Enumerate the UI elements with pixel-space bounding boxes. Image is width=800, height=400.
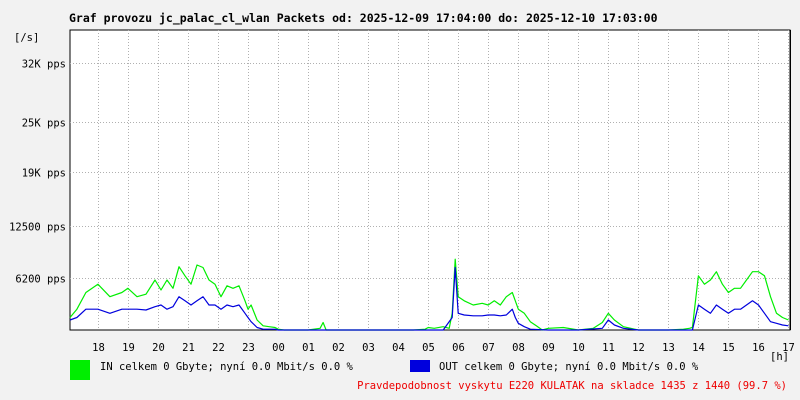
x-tick-label: 10 (572, 342, 585, 354)
x-tick-label: 18 (92, 342, 105, 354)
x-axis-label: [h] (770, 351, 789, 363)
chart-title: Graf provozu jc_palac_cl_wlan Packets od… (69, 11, 658, 25)
x-tick-label: 15 (722, 342, 735, 354)
x-tick-label: 01 (302, 342, 315, 354)
plot-area (69, 29, 791, 331)
y-tick-label: 19K pps (22, 168, 66, 180)
x-tick-label: 14 (692, 342, 705, 354)
x-tick-label: 08 (512, 342, 525, 354)
x-tick-label: 11 (602, 342, 615, 354)
data-series (69, 258, 789, 331)
x-tick-label: 02 (332, 342, 345, 354)
axis-labels: 6200 pps 12500 pps 19K pps 25K pps 32K pps 18… (9, 30, 795, 363)
x-tick-label: 07 (482, 342, 495, 354)
x-tick-label: 12 (632, 342, 645, 354)
y-tick-label: 32K pps (22, 59, 66, 71)
y-tick-label: 25K pps (22, 118, 66, 130)
x-tick-label: 05 (422, 342, 435, 354)
probability-note: Pravdepodobnost vyskytu E220 KULATAK na … (357, 380, 787, 392)
legend-in-swatch (70, 360, 90, 380)
x-tick-label: 06 (452, 342, 465, 354)
series-line-in (69, 258, 789, 331)
x-tick-label: 00 (272, 342, 285, 354)
y-axis-label: [/s] (14, 32, 39, 44)
grid-lines (70, 30, 790, 330)
x-tick-label: 23 (242, 342, 255, 354)
series-line-out (69, 266, 789, 331)
legend-in-text: IN celkem 0 Gbyte; nyní 0.0 Mbit/s 0.0 % (100, 361, 353, 373)
x-tick-label: 03 (362, 342, 375, 354)
x-tick-label: 13 (662, 342, 675, 354)
legend-out-text: OUT celkem 0 Gbyte; nyní 0.0 Mbit/s 0.0 … (439, 361, 699, 373)
x-tick-label: 16 (752, 342, 765, 354)
x-tick-label: 21 (182, 342, 195, 354)
x-tick-label: 22 (212, 342, 225, 354)
x-tick-label: 17 (782, 342, 795, 354)
x-tick-label: 04 (392, 342, 405, 354)
x-tick-label: 09 (542, 342, 555, 354)
y-tick-label: 6200 pps (15, 274, 66, 286)
legend-out-swatch (410, 360, 430, 372)
x-tick-label: 19 (122, 342, 135, 354)
y-tick-label: 12500 pps (9, 222, 66, 234)
x-tick-label: 20 (152, 342, 165, 354)
